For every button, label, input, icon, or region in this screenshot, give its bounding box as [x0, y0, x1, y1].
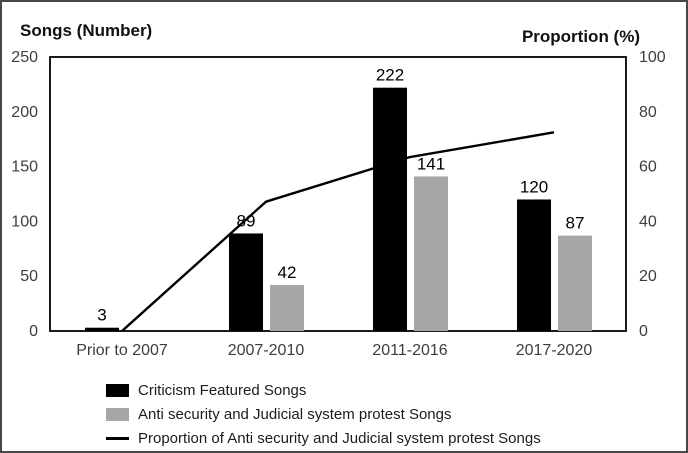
- criticism-songs-bar: [85, 327, 119, 331]
- y-left-tick-label: 200: [11, 104, 38, 121]
- legend-label: Proportion of Anti security and Judicial…: [138, 429, 541, 447]
- plot-frame: [49, 56, 627, 332]
- left-axis-title: Songs (Number): [20, 21, 153, 40]
- legend-label: Anti security and Judicial system protes…: [138, 405, 452, 423]
- bar-value-label: 3: [97, 306, 106, 325]
- x-category-label: 2007-2010: [228, 342, 305, 359]
- protest-songs-bar: [414, 176, 448, 331]
- y-left-tick-label: 0: [29, 323, 38, 340]
- legend-item-anti-security-protest-songs: Anti security and Judicial system protes…: [106, 402, 541, 426]
- y-right-tick-label: 60: [639, 159, 657, 176]
- protest-songs-bar: [558, 235, 592, 331]
- y-left-tick-label: 150: [11, 159, 38, 176]
- y-right-tick-label: 80: [639, 104, 657, 121]
- chart-legend: Criticism Featured Songs Anti security a…: [106, 378, 541, 450]
- legend-item-criticism-featured-songs: Criticism Featured Songs: [106, 378, 541, 402]
- bar-value-label: 120: [520, 177, 548, 196]
- y-left-tick-label: 100: [11, 213, 38, 230]
- bar-value-label: 87: [566, 214, 585, 233]
- bar-value-label: 141: [417, 154, 445, 173]
- proportion-line: [121, 131, 555, 332]
- x-category-label: Prior to 2007: [76, 342, 168, 359]
- y-right-tick-label: 0: [639, 323, 648, 340]
- gray-bar-swatch-icon: [106, 407, 129, 421]
- legend-item-proportion-line: Proportion of Anti security and Judicial…: [106, 426, 541, 450]
- y-right-tick-label: 20: [639, 268, 657, 285]
- x-category-label: 2011-2016: [372, 342, 447, 359]
- criticism-songs-bar: [373, 87, 407, 331]
- y-left-tick-label: 250: [11, 49, 38, 66]
- x-category-label: 2017-2020: [516, 342, 593, 359]
- criticism-songs-bar: [517, 199, 551, 331]
- black-bar-swatch-icon: [106, 383, 129, 397]
- bar-value-label: 42: [278, 263, 297, 282]
- right-axis-title: Proportion (%): [521, 27, 640, 46]
- combo-chart-plot: 0 50 100 150 200 250 0 20 40 60 80 100 Prior to 2007…: [11, 49, 666, 359]
- criticism-songs-bar: [229, 233, 263, 331]
- bar-value-label: 222: [376, 66, 404, 85]
- protest-songs-bar: [270, 284, 304, 331]
- y-left-tick-label: 50: [20, 268, 38, 285]
- y-right-tick-label: 40: [639, 213, 657, 230]
- legend-label: Criticism Featured Songs: [138, 381, 307, 399]
- line-swatch-icon: [106, 436, 129, 440]
- y-right-tick-label: 100: [639, 49, 666, 66]
